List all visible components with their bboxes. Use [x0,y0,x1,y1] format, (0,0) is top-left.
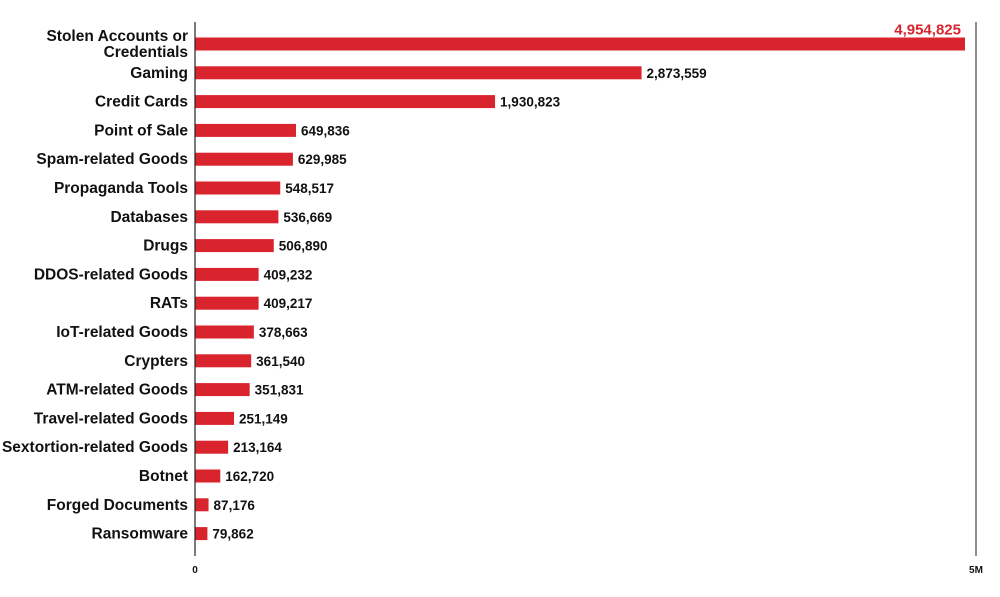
value-label: 536,669 [283,210,332,225]
value-label: 213,164 [233,440,282,455]
bar [195,37,965,51]
category-label: Databases [110,209,188,226]
category-label: RATs [150,295,188,312]
value-labels-group: 4,954,825 2,873,559 1,930,823 649,836 629,98… [212,22,961,542]
value-label: 251,149 [239,411,288,426]
value-label: 87,176 [214,498,256,513]
category-label-line: Credentials [104,44,188,61]
category-label-line: Sextortion-related Goods [2,439,188,456]
bar [195,239,274,253]
category-label: Forged Documents [47,497,188,514]
category-label-line: Databases [110,209,188,226]
value-label: 4,954,825 [894,22,961,39]
category-label-line: Credit Cards [95,94,188,111]
category-label: Drugs [143,238,188,255]
value-label: 162,720 [225,469,274,484]
value-label: 409,232 [264,267,313,282]
bar [195,383,250,397]
bar [195,181,281,195]
x-tick-label: 0 [192,565,198,576]
category-label: Point of Sale [94,122,188,139]
bar [195,411,235,425]
value-label: 409,217 [264,296,313,311]
x-tick-labels-group: 0 5M [192,565,983,576]
value-label: 629,985 [298,152,347,167]
category-label: Ransomware [92,526,189,543]
value-label: 1,930,823 [500,95,561,110]
category-label: IoT-related Goods [56,324,188,341]
category-label-line: Gaming [130,65,188,82]
category-label: Propaganda Tools [54,180,188,197]
bar [195,527,208,541]
category-label: Crypters [124,353,188,370]
category-label-line: Ransomware [92,526,189,543]
x-tick-label: 5M [969,565,983,576]
category-label: Botnet [139,468,188,485]
category-label: ATM-related Goods [46,382,188,399]
category-label-line: Crypters [124,353,188,370]
bar [195,267,259,281]
category-label-line: Travel-related Goods [34,410,188,427]
category-label: Travel-related Goods [34,410,188,427]
category-label-line: Spam-related Goods [36,151,188,168]
bar [195,210,279,224]
value-label: 361,540 [256,354,305,369]
value-label: 649,836 [301,123,350,138]
category-label: Stolen Accounts or Credentials [46,28,188,61]
value-label: 79,862 [212,527,253,542]
category-label-line: Forged Documents [47,497,188,514]
category-labels-group: Stolen Accounts or Credentials Gaming Credi… [2,28,188,543]
value-label: 378,663 [259,325,308,340]
bar [195,325,254,339]
bar [195,296,259,310]
category-label: Spam-related Goods [36,151,188,168]
value-label: 548,517 [285,181,334,196]
category-label: Credit Cards [95,94,188,111]
bar [195,354,252,368]
category-label-line: Propaganda Tools [54,180,188,197]
value-label: 351,831 [255,383,304,398]
bar [195,498,209,512]
value-label: 2,873,559 [647,66,707,81]
category-label: Gaming [130,65,188,82]
bar [195,66,642,80]
category-label: DDOS-related Goods [34,266,188,283]
category-label-line: Point of Sale [94,122,188,139]
category-label-line: ATM-related Goods [46,382,188,399]
category-label-line: Drugs [143,238,188,255]
bar [195,469,221,483]
value-label: 506,890 [279,239,328,254]
category-label-line: RATs [150,295,188,312]
category-label-line: IoT-related Goods [56,324,188,341]
bar [195,152,293,166]
category-label-line: Stolen Accounts or [46,28,188,45]
bar [195,95,496,109]
category-label-line: Botnet [139,468,188,485]
bar [195,440,229,454]
category-label: Sextortion-related Goods [2,439,188,456]
bars-group [195,37,965,541]
bar [195,123,296,137]
category-label-line: DDOS-related Goods [34,266,188,283]
